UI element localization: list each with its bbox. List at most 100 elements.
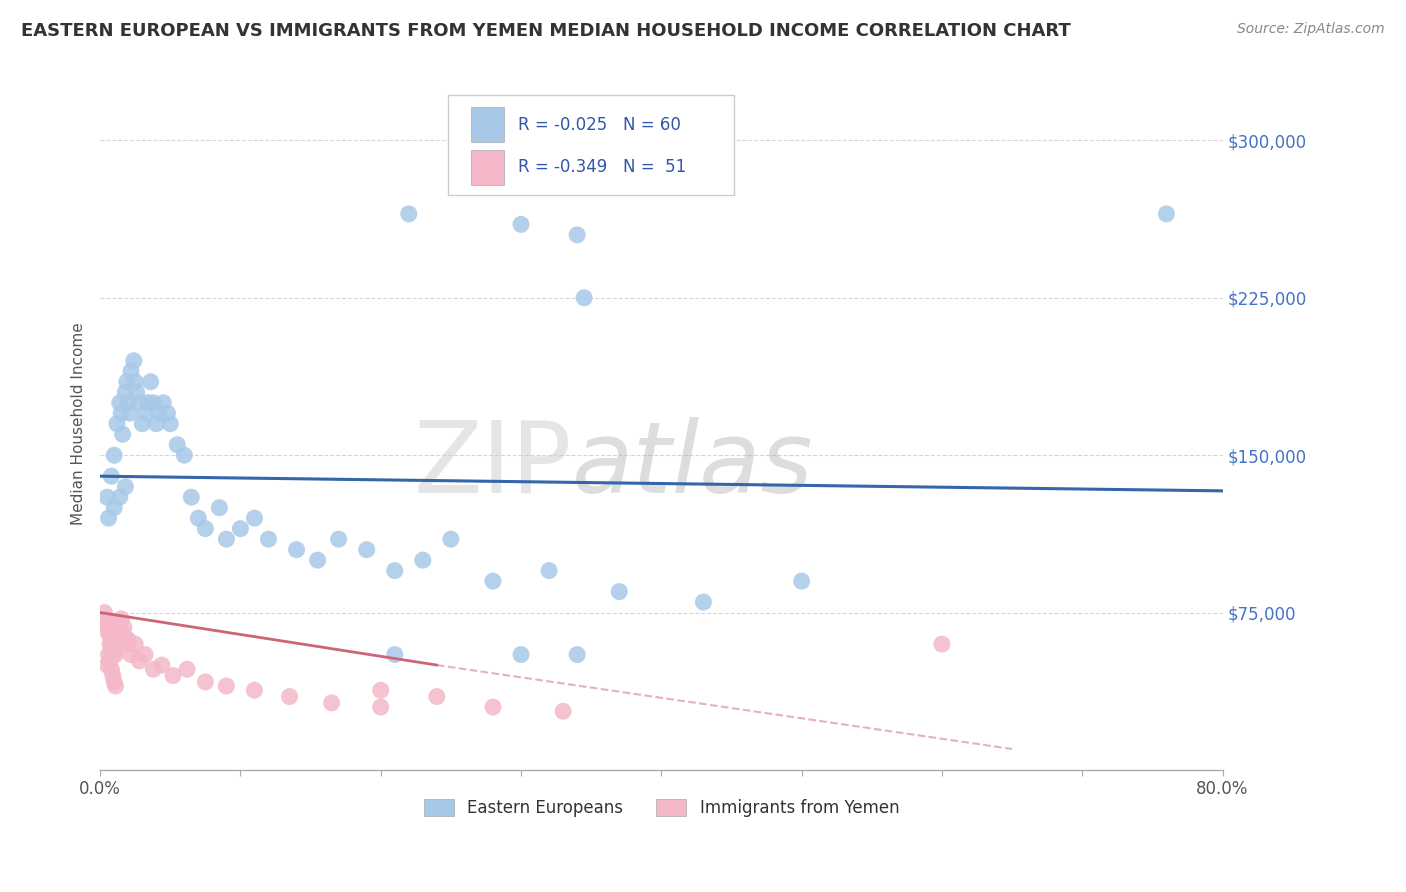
Point — [162, 668, 184, 682]
Point — [125, 385, 148, 400]
Point — [114, 631, 136, 645]
FancyBboxPatch shape — [449, 95, 734, 195]
Point — [104, 637, 127, 651]
Point — [572, 291, 595, 305]
Point — [124, 637, 146, 651]
Point — [790, 574, 813, 588]
Point — [118, 406, 141, 420]
Point — [440, 532, 463, 546]
Point — [96, 658, 118, 673]
Point — [114, 480, 136, 494]
Text: ZIP: ZIP — [413, 417, 571, 514]
Point — [122, 353, 145, 368]
Point — [117, 632, 139, 647]
Y-axis label: Median Household Income: Median Household Income — [72, 322, 86, 525]
Point — [112, 620, 135, 634]
Point — [98, 637, 121, 651]
Point — [101, 668, 124, 682]
Point — [100, 641, 122, 656]
Point — [426, 690, 449, 704]
Point — [103, 500, 125, 515]
Point — [692, 595, 714, 609]
Point — [607, 584, 630, 599]
Point — [100, 662, 122, 676]
Point — [108, 395, 131, 409]
Point — [412, 553, 434, 567]
Point — [148, 406, 170, 420]
Point — [134, 648, 156, 662]
Point — [243, 683, 266, 698]
Point — [100, 469, 122, 483]
Text: R = -0.349   N =  51: R = -0.349 N = 51 — [517, 159, 686, 177]
Point — [115, 637, 138, 651]
Point — [538, 564, 561, 578]
Point — [482, 574, 505, 588]
Point — [124, 375, 146, 389]
Point — [110, 406, 132, 420]
Point — [173, 448, 195, 462]
Point — [384, 564, 406, 578]
Point — [307, 553, 329, 567]
Point — [131, 417, 153, 431]
Point — [103, 641, 125, 656]
Point — [110, 612, 132, 626]
Point — [128, 395, 150, 409]
Point — [98, 654, 121, 668]
Point — [100, 631, 122, 645]
Point — [229, 522, 252, 536]
Point — [108, 490, 131, 504]
Point — [103, 632, 125, 647]
Legend: Eastern Europeans, Immigrants from Yemen: Eastern Europeans, Immigrants from Yemen — [416, 792, 905, 824]
Point — [142, 662, 165, 676]
Point — [97, 616, 120, 631]
Point — [194, 522, 217, 536]
Point — [111, 427, 134, 442]
Point — [208, 500, 231, 515]
Point — [104, 679, 127, 693]
Point — [510, 218, 533, 232]
Point — [105, 417, 128, 431]
Point — [510, 648, 533, 662]
Point — [384, 648, 406, 662]
Point — [328, 532, 350, 546]
Point — [96, 620, 118, 634]
Point — [565, 648, 588, 662]
Point — [166, 438, 188, 452]
Point — [103, 448, 125, 462]
Point — [565, 227, 588, 242]
Text: Source: ZipAtlas.com: Source: ZipAtlas.com — [1237, 22, 1385, 37]
Point — [114, 385, 136, 400]
Point — [103, 674, 125, 689]
Point — [1156, 207, 1178, 221]
Point — [257, 532, 280, 546]
Point — [97, 511, 120, 525]
Point — [278, 690, 301, 704]
Point — [398, 207, 420, 221]
Point — [93, 606, 115, 620]
Point — [156, 406, 179, 420]
Point — [931, 637, 953, 651]
Point — [96, 490, 118, 504]
Point — [108, 620, 131, 634]
Point — [150, 658, 173, 673]
Point — [142, 395, 165, 409]
Point — [243, 511, 266, 525]
Point — [136, 395, 159, 409]
Point — [98, 626, 121, 640]
Point — [482, 700, 505, 714]
Point — [120, 364, 142, 378]
Point — [139, 375, 162, 389]
Point — [117, 395, 139, 409]
Point — [111, 626, 134, 640]
Point — [152, 395, 174, 409]
Point — [180, 490, 202, 504]
Point — [321, 696, 343, 710]
Point — [285, 542, 308, 557]
Text: atlas: atlas — [571, 417, 813, 514]
Text: R = -0.025   N = 60: R = -0.025 N = 60 — [517, 116, 681, 134]
Point — [134, 406, 156, 420]
Point — [356, 542, 378, 557]
Point — [553, 704, 575, 718]
Point — [215, 532, 238, 546]
FancyBboxPatch shape — [471, 150, 505, 185]
